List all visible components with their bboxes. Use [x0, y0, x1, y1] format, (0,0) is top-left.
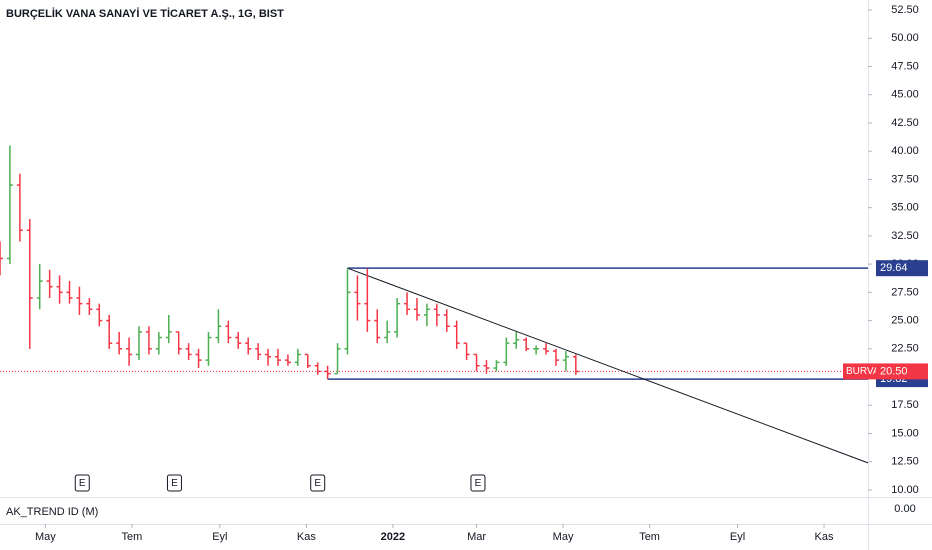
y-tick-label: 47.50 [891, 60, 919, 72]
symbol-label-box [843, 363, 876, 380]
price-label-box [876, 260, 928, 277]
chart-title: BURÇELİK VANA SANAYİ VE TİCARET A.Ş., 1G… [6, 7, 284, 20]
y-tick-label: 10.00 [891, 484, 919, 496]
y-tick-label: 32.50 [891, 230, 919, 242]
y-tick-label: 42.50 [891, 117, 919, 129]
x-tick-label: Kas [815, 531, 834, 543]
price-label: 29.64 [880, 262, 908, 274]
last-price-label: 20.50 [880, 365, 908, 377]
y-tick-label: 37.50 [891, 173, 919, 185]
y-tick-label: 17.50 [891, 399, 919, 411]
symbol-label: BURVA [846, 366, 880, 377]
x-tick-label: May [553, 531, 574, 543]
x-tick-label: Kas [297, 531, 316, 543]
x-tick-label: Eyl [212, 531, 227, 543]
x-tick-label: Mar [467, 531, 486, 543]
y-tick-label: 25.00 [891, 314, 919, 326]
earnings-label: E [314, 478, 321, 489]
y-tick-label: 35.00 [891, 202, 919, 214]
trendline [347, 267, 869, 464]
x-tick-label: Tem [122, 531, 143, 543]
y-tick-label: 50.00 [891, 32, 919, 44]
earnings-label: E [475, 478, 482, 489]
x-tick-label: May [35, 531, 56, 543]
y-tick-label: 15.00 [891, 427, 919, 439]
y-tick-label: 40.00 [891, 145, 919, 157]
earnings-marker [74, 474, 90, 492]
earnings-marker [310, 474, 326, 492]
earnings-marker [470, 474, 486, 492]
last-price-box [876, 363, 928, 380]
earnings-marker [166, 474, 182, 492]
indicator-tick-label: 0.00 [894, 503, 915, 515]
earnings-label: E [171, 478, 178, 489]
indicator-name: AK_TREND ID (M) [6, 506, 98, 518]
y-tick-label: 27.50 [891, 286, 919, 298]
x-tick-label: Eyl [730, 531, 745, 543]
x-tick-label: Tem [639, 531, 660, 543]
y-tick-label: 45.00 [891, 89, 919, 101]
earnings-label: E [79, 478, 86, 489]
y-tick-label: 52.50 [891, 4, 919, 16]
y-tick-label: 12.50 [891, 456, 919, 468]
y-tick-label: 22.50 [891, 343, 919, 355]
x-tick-label: 2022 [381, 531, 405, 543]
